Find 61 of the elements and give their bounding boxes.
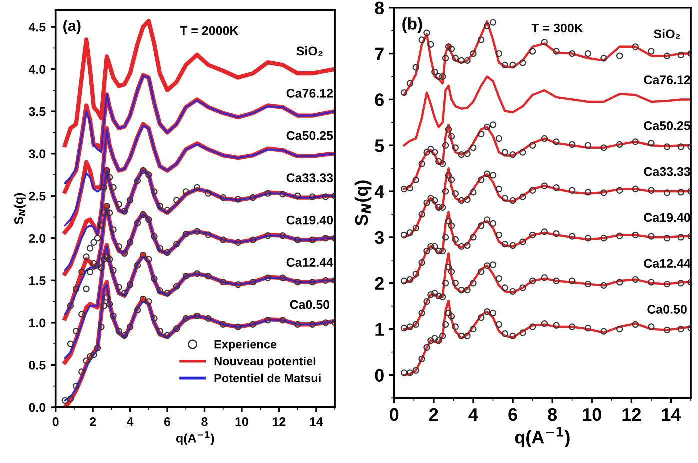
x-tick-label: 4 <box>468 408 478 421</box>
annotation: Ca50.25 <box>286 131 334 140</box>
legend-label: Nouveau potentiel <box>214 356 316 368</box>
x-tick-label: 2 <box>430 408 438 421</box>
legend-label: Experience <box>214 340 277 352</box>
line-series <box>403 124 692 190</box>
line-series <box>403 167 692 239</box>
y-tick-label: 2.0 <box>29 234 46 244</box>
y-tick-label: 0.0 <box>29 403 46 412</box>
annotation: T = 300K <box>532 24 584 33</box>
annotation: SiO₂ <box>296 46 323 56</box>
annotation: Ca76.12 <box>286 89 334 98</box>
line-series <box>403 211 692 284</box>
x-tick-label: 8 <box>548 408 558 422</box>
x-tick-label: 8 <box>202 417 208 426</box>
y-tick-label: 2.5 <box>29 192 46 201</box>
text: (a) <box>64 20 81 34</box>
y-tick-label: 4.0 <box>28 65 46 74</box>
x-tick-label: 12 <box>622 408 642 421</box>
x-tick-label: 6 <box>164 417 171 426</box>
y-tick-label: 3.5 <box>29 107 46 116</box>
annotation: T = 2000K <box>180 26 239 36</box>
x-tick-label: 10 <box>236 417 248 426</box>
y-tick-label: 4.5 <box>28 23 46 32</box>
y-tick-label: 2 <box>375 277 384 290</box>
y-tick-label: 3.0 <box>29 150 46 159</box>
annotation: Ca12.44 <box>286 258 334 267</box>
y-tick-label: 6 <box>375 94 384 106</box>
x-tick-label: 2 <box>90 417 96 426</box>
annotation: Ca0.50 <box>290 300 330 310</box>
y-tick-label: 0.5 <box>29 360 46 370</box>
line-series <box>403 300 692 376</box>
x-axis-title: q(A$^{−1}$) <box>176 432 214 446</box>
x-tick-label: 10 <box>583 408 602 422</box>
y-tick-label: 8 <box>375 2 384 15</box>
x-tick-label: 0 <box>390 408 399 422</box>
y-tick-label: 4 <box>374 186 385 198</box>
y-tick-label: 3 <box>375 231 384 244</box>
annotation: Ca0.50 <box>648 305 687 314</box>
y-axis-title: S$_{N}$(q) <box>14 193 26 225</box>
annotation: SiO₂ <box>654 29 680 39</box>
x-tick-label: 6 <box>508 408 518 422</box>
x-tick-label: 14 <box>662 408 682 421</box>
x-axis-title: q(A$^{−1}$) <box>515 428 570 448</box>
y-tick-label: 7 <box>375 48 384 60</box>
x-tick-label: 4 <box>127 418 134 426</box>
x-tick-label: 0 <box>52 417 59 426</box>
annotation: Ca19.40 <box>286 216 334 225</box>
y-axis-title: S$_{N}$(q) <box>354 180 372 226</box>
y-tick-label: 5 <box>375 140 384 152</box>
x-tick-label: 12 <box>273 417 286 426</box>
legend-label: Potentiel de Matsui <box>214 374 321 383</box>
line-series <box>403 252 692 330</box>
x-tick-label: 14 <box>310 418 324 426</box>
y-tick-label: 0 <box>375 369 384 382</box>
y-tick-label: 1.5 <box>30 276 46 286</box>
line-series <box>403 76 692 147</box>
annotation: Ca33.33 <box>286 174 334 182</box>
y-tick-label: 1 <box>376 323 384 336</box>
text: (b) <box>402 18 422 34</box>
y-tick-label: 1.0 <box>30 318 46 328</box>
